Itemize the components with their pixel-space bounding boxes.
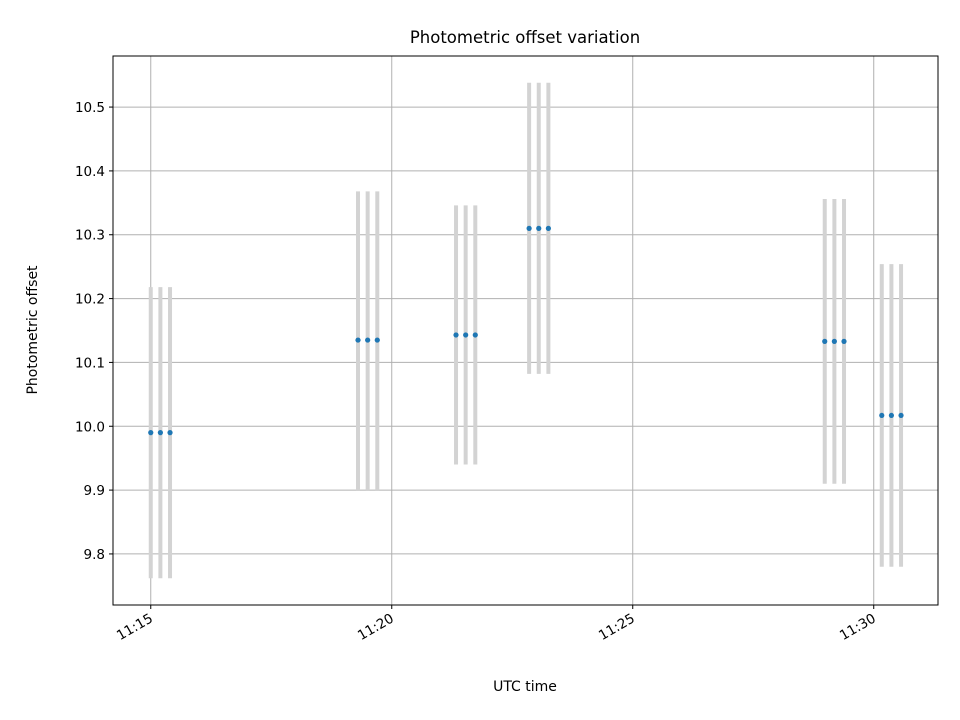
chart-title: Photometric offset variation — [410, 28, 640, 47]
data-point — [822, 338, 828, 344]
y-tick-label: 10.2 — [75, 292, 105, 308]
data-point — [453, 332, 459, 338]
data-point — [831, 338, 837, 344]
y-tick-label: 9.9 — [84, 483, 105, 499]
data-point — [148, 430, 154, 436]
data-point — [365, 337, 371, 343]
plot-area-frame — [112, 55, 939, 606]
grid-lines — [113, 56, 938, 605]
data-point — [355, 337, 361, 343]
y-tick-label: 10.3 — [75, 228, 105, 244]
x-axis-label: UTC time — [493, 679, 557, 695]
data-point — [545, 225, 551, 231]
data-point — [157, 430, 163, 436]
data-point — [888, 412, 895, 419]
data-point — [463, 332, 469, 338]
y-tick-label: 10.5 — [75, 100, 105, 116]
data-point — [536, 225, 542, 231]
y-tick-label: 10.4 — [75, 164, 105, 180]
data-point — [841, 338, 847, 344]
data-point — [374, 337, 380, 343]
y-tick-label: 10.0 — [75, 419, 105, 435]
data-point — [898, 412, 904, 419]
y-tick-label: 9.8 — [84, 547, 105, 563]
y-tick-label: 10.1 — [75, 355, 105, 371]
y-axis-label: Photometric offset — [25, 265, 41, 395]
data-point — [472, 332, 478, 338]
data-point — [526, 225, 532, 231]
data-points — [148, 225, 904, 436]
data-point — [167, 430, 173, 436]
data-point — [879, 412, 885, 419]
